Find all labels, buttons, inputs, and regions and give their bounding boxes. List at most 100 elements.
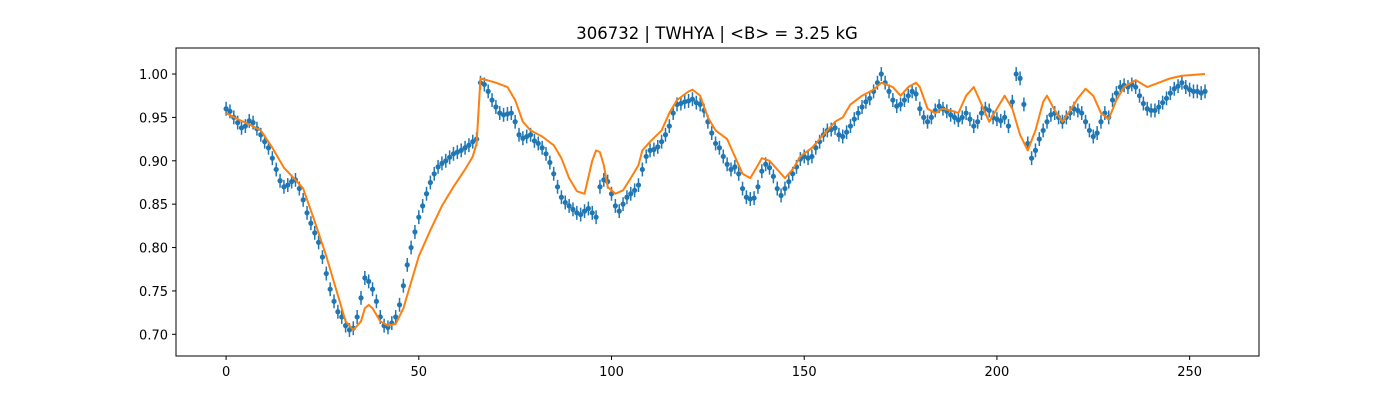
data-point xyxy=(782,181,788,196)
data-point xyxy=(847,119,854,134)
data-point xyxy=(439,156,445,171)
point-marker xyxy=(554,184,561,190)
point-marker xyxy=(975,119,981,125)
point-marker xyxy=(859,104,865,110)
point-marker xyxy=(316,239,322,245)
data-point xyxy=(443,153,449,168)
data-point xyxy=(1202,84,1208,99)
point-marker xyxy=(593,214,599,220)
point-marker xyxy=(697,101,703,107)
point-marker xyxy=(901,97,908,103)
data-point xyxy=(917,101,923,116)
point-marker xyxy=(277,178,283,184)
point-marker xyxy=(304,210,310,216)
point-marker xyxy=(439,160,445,166)
point-marker xyxy=(766,165,773,171)
data-point xyxy=(1113,86,1119,101)
point-marker xyxy=(535,140,541,147)
data-point xyxy=(616,204,622,219)
data-point xyxy=(524,129,530,144)
point-marker xyxy=(269,155,275,161)
data-point xyxy=(535,136,541,151)
data-point xyxy=(470,134,476,149)
data-point xyxy=(554,179,561,194)
point-marker xyxy=(1040,127,1046,134)
data-point xyxy=(581,204,588,219)
data-point xyxy=(770,169,776,184)
point-marker xyxy=(728,166,734,173)
point-marker xyxy=(589,210,595,216)
data-point xyxy=(447,150,453,165)
data-point xyxy=(1152,103,1158,118)
data-point xyxy=(662,127,669,142)
data-point xyxy=(404,257,410,272)
data-point xyxy=(1140,96,1146,111)
data-point xyxy=(331,294,337,309)
point-marker xyxy=(616,208,622,214)
data-point xyxy=(685,93,692,108)
data-point xyxy=(635,178,642,193)
data-point xyxy=(1021,97,1027,112)
point-marker xyxy=(712,140,719,147)
point-marker xyxy=(358,295,364,301)
data-point xyxy=(624,190,630,205)
point-marker xyxy=(1109,97,1116,103)
point-marker xyxy=(809,153,815,160)
data-point xyxy=(643,149,649,164)
point-marker xyxy=(998,118,1004,124)
point-marker xyxy=(227,108,233,114)
data-point xyxy=(1183,80,1189,94)
point-marker xyxy=(959,114,965,121)
point-marker xyxy=(408,244,414,251)
point-marker xyxy=(466,142,472,148)
point-marker xyxy=(331,298,337,304)
data-point xyxy=(381,318,387,333)
point-marker xyxy=(739,185,746,192)
data-point xyxy=(1098,114,1104,129)
data-point xyxy=(620,197,626,212)
data-point xyxy=(778,188,784,203)
data-point xyxy=(412,224,418,239)
data-point xyxy=(878,67,884,81)
point-marker xyxy=(362,275,368,281)
point-marker xyxy=(632,187,638,193)
point-marker xyxy=(782,185,788,192)
data-point xyxy=(998,113,1004,128)
data-point xyxy=(967,112,973,127)
point-marker xyxy=(1090,133,1096,140)
point-marker xyxy=(1136,93,1143,99)
data-point xyxy=(319,250,326,265)
data-point xyxy=(362,270,368,285)
data-point xyxy=(886,84,892,99)
point-marker xyxy=(1082,119,1089,125)
data-point xyxy=(659,134,665,149)
data-point xyxy=(766,160,773,175)
point-marker xyxy=(924,119,931,125)
point-marker xyxy=(235,120,241,126)
data-point xyxy=(454,145,460,160)
data-point xyxy=(300,192,306,207)
data-point xyxy=(420,198,426,213)
data-point xyxy=(427,175,433,190)
point-marker xyxy=(1167,90,1173,96)
y-tick-label: 1.00 xyxy=(139,68,168,83)
point-marker xyxy=(978,110,985,116)
x-tick-label: 250 xyxy=(1177,365,1202,380)
data-point xyxy=(739,181,746,196)
data-point xyxy=(712,136,719,151)
data-point xyxy=(743,190,750,205)
data-point xyxy=(709,126,715,140)
point-marker xyxy=(531,138,538,144)
point-marker xyxy=(1079,110,1085,116)
point-marker xyxy=(1183,84,1189,90)
point-marker xyxy=(1017,75,1023,81)
data-point xyxy=(508,106,514,121)
data-point xyxy=(485,84,491,99)
point-marker xyxy=(832,125,838,131)
data-point xyxy=(986,103,992,118)
data-point xyxy=(755,179,761,194)
data-point xyxy=(728,162,734,177)
point-marker xyxy=(597,184,603,190)
point-marker xyxy=(396,302,403,308)
data-point xyxy=(855,106,861,121)
